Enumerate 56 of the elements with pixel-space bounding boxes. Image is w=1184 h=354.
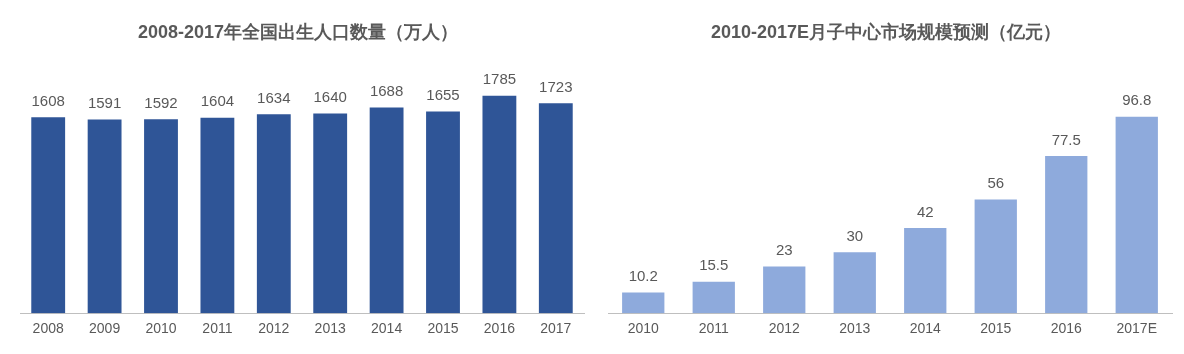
- x-tick-label: 2015: [427, 320, 459, 337]
- data-label: 1655: [426, 86, 460, 104]
- data-label: 42: [916, 202, 934, 220]
- bar: [144, 119, 178, 314]
- data-label: 77.5: [1051, 130, 1081, 148]
- x-tick-label: 2011: [202, 320, 233, 337]
- x-tick-label: 2010: [145, 320, 177, 337]
- data-label: 1785: [482, 70, 517, 88]
- bar: [482, 95, 517, 314]
- bar: [974, 199, 1017, 314]
- data-label: 1604: [200, 92, 235, 110]
- x-tick-label: 2013: [314, 320, 346, 337]
- bar: [904, 227, 947, 314]
- bar: [763, 266, 806, 314]
- bar: [622, 292, 665, 314]
- data-label: 23: [775, 241, 793, 259]
- x-tick-label: 2010: [627, 320, 660, 337]
- bar: [692, 281, 735, 314]
- data-label: 30: [846, 226, 864, 244]
- data-label: 1634: [257, 88, 291, 106]
- bar: [31, 117, 66, 314]
- bar: [1045, 155, 1088, 314]
- x-tick-label: 2016: [483, 320, 516, 337]
- x-tick-label: 2008: [32, 320, 64, 337]
- x-tick-label: 2011: [698, 320, 730, 337]
- x-tick-label: 2013: [839, 320, 871, 337]
- x-tick-label: 2017E: [1116, 320, 1157, 337]
- x-tick-label: 2015: [980, 320, 1012, 337]
- data-label: 10.2: [628, 267, 658, 285]
- data-label: 1688: [369, 82, 404, 100]
- x-tick-label: 2012: [768, 320, 801, 337]
- bar: [200, 117, 235, 314]
- bar: [538, 103, 573, 314]
- chart-title: 2010-2017E月子中心市场规模预测（亿元）: [710, 21, 1062, 42]
- x-tick-label: 2009: [89, 320, 121, 337]
- data-label: 1640: [313, 88, 347, 106]
- bar: [313, 113, 348, 314]
- chart-title: 2008-2017年全国出生人口数量（万人）: [137, 21, 459, 42]
- x-tick-label: 2012: [258, 320, 290, 337]
- data-label: 56: [987, 174, 1005, 192]
- x-tick-label: 2014: [371, 320, 403, 337]
- x-tick-label: 2016: [1050, 320, 1083, 337]
- data-label: 1723: [539, 77, 573, 95]
- data-label: 1608: [31, 91, 65, 109]
- data-label: 15.5: [699, 256, 729, 274]
- data-label: 1591: [87, 94, 122, 112]
- data-label: 96.8: [1122, 91, 1152, 109]
- bar: [369, 107, 404, 314]
- x-tick-label: 2017: [540, 320, 572, 337]
- bar: [256, 114, 291, 314]
- bar: [87, 119, 122, 314]
- bar: [1115, 116, 1158, 314]
- bar: [426, 111, 460, 314]
- x-tick-label: 2014: [909, 320, 942, 337]
- bar: [833, 252, 876, 314]
- data-label: 1592: [144, 93, 178, 111]
